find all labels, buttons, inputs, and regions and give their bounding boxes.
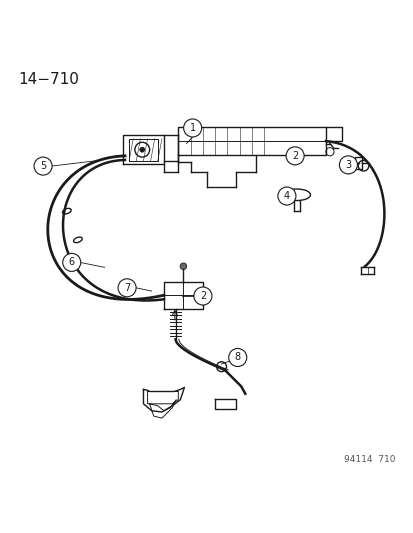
Text: 14−710: 14−710 — [19, 72, 79, 87]
Text: 5: 5 — [40, 161, 46, 171]
Circle shape — [183, 119, 201, 137]
Text: 2: 2 — [199, 291, 206, 301]
Circle shape — [140, 147, 145, 152]
Text: 4: 4 — [283, 191, 289, 201]
Circle shape — [228, 349, 246, 367]
Circle shape — [34, 157, 52, 175]
Circle shape — [285, 147, 304, 165]
Text: 8: 8 — [234, 352, 240, 362]
Circle shape — [118, 279, 136, 297]
Circle shape — [180, 263, 186, 270]
Text: 1: 1 — [189, 123, 195, 133]
Text: 7: 7 — [123, 283, 130, 293]
Circle shape — [193, 287, 211, 305]
Text: 6: 6 — [69, 257, 75, 268]
Text: 94114  710: 94114 710 — [343, 455, 394, 464]
Circle shape — [63, 253, 81, 271]
Text: 2: 2 — [291, 151, 297, 161]
Circle shape — [339, 156, 356, 174]
Circle shape — [277, 187, 295, 205]
Text: 3: 3 — [344, 160, 351, 170]
